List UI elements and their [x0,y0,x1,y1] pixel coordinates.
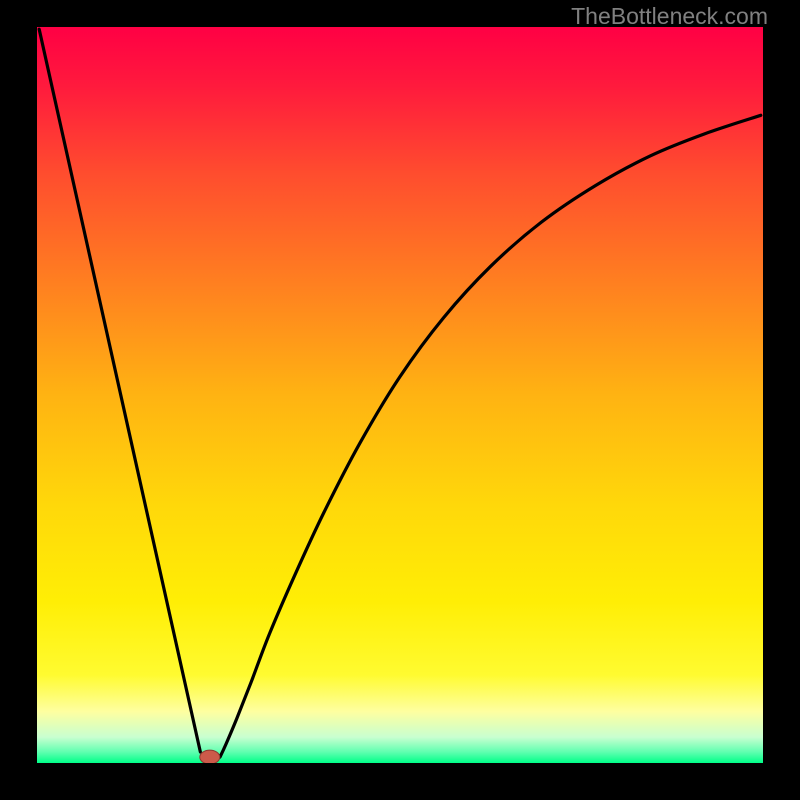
attribution-label: TheBottleneck.com [571,3,768,30]
gradient-background [37,27,763,763]
chart-container: TheBottleneck.com [0,0,800,800]
plot-area [37,27,763,763]
